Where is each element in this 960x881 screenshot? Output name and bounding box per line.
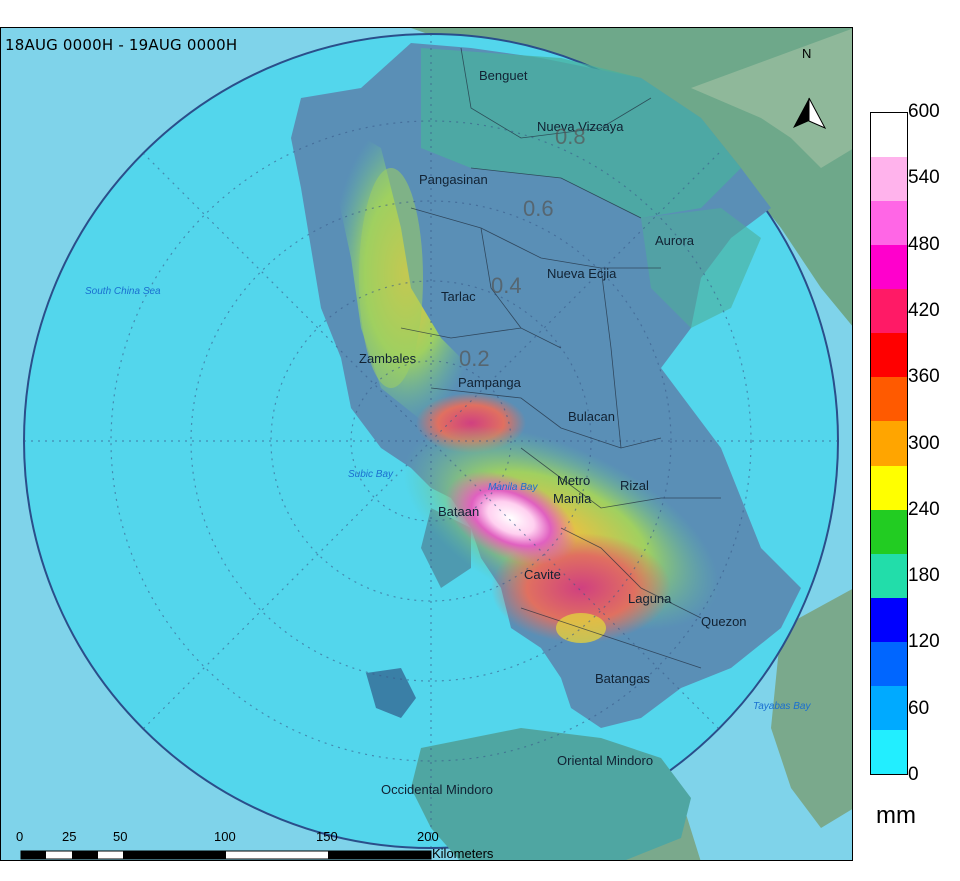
time-range-label: 18AUG 0000H - 19AUG 0000H [5, 36, 238, 54]
ring-label-0-2: 0.2 [459, 346, 490, 371]
legend-swatch [871, 377, 907, 422]
label-aurora: Aurora [655, 233, 695, 248]
legend-swatch [871, 245, 907, 290]
legend-swatch [871, 289, 907, 334]
label-oriental-mindoro: Oriental Mindoro [557, 753, 653, 768]
scale-label-50: 50 [113, 829, 128, 844]
label-benguet: Benguet [479, 68, 528, 83]
legend-tick: 60 [908, 697, 930, 719]
scale-label-200: 200 [417, 829, 439, 844]
legend-swatch [871, 685, 907, 731]
north-label: N [802, 46, 811, 61]
legend-swatch [871, 641, 907, 687]
legend-swatch [871, 553, 907, 599]
label-tarlac: Tarlac [441, 289, 476, 304]
scale-unit-label: Kilometers [432, 846, 494, 861]
label-pampanga: Pampanga [458, 375, 522, 390]
legend-swatch [871, 201, 907, 246]
legend-tick: 120 [908, 631, 940, 653]
ring-label-0-8: 0.8 [555, 124, 586, 149]
label-bataan: Bataan [438, 504, 479, 519]
lubang-island [366, 668, 416, 718]
aurora-region [641, 208, 761, 328]
land-southeast [771, 589, 852, 828]
rain-core-zambales [359, 168, 423, 388]
map-canvas: Benguet Nueva Vizcaya Pangasinan Aurora … [20, 28, 852, 860]
scale-bar [20, 850, 432, 860]
label-subic-bay: Subic Bay [348, 469, 394, 480]
label-nueva-ecija: Nueva Ecjia [547, 266, 617, 281]
legend-tick: 0 [908, 764, 919, 785]
legend-tick: 600 [908, 101, 940, 122]
legend-swatch [871, 113, 907, 158]
range-rings [24, 34, 838, 848]
label-batangas: Batangas [595, 671, 650, 686]
label-rizal: Rizal [620, 478, 649, 493]
legend-tick: 240 [908, 498, 940, 520]
label-manila: Manila [553, 491, 592, 506]
label-manila-bay: Manila Bay [488, 482, 538, 493]
legend-swatch [871, 729, 907, 775]
north-arrow [793, 97, 827, 130]
legend-swatch [871, 465, 907, 511]
legend-swatch [871, 509, 907, 555]
mindoro-island [411, 728, 691, 860]
scale-label-100: 100 [214, 829, 236, 844]
province-borders [400, 47, 721, 669]
legend-tick: 480 [908, 233, 940, 255]
ring-label-0-6: 0.6 [523, 196, 554, 221]
legend-unit: mm [876, 802, 916, 829]
label-bulacan: Bulacan [568, 409, 615, 424]
legend-swatch [871, 597, 907, 643]
scale-label-25: 25 [62, 829, 77, 844]
scale-label-150: 150 [316, 829, 338, 844]
ring-label-0-4: 0.4 [491, 273, 522, 298]
legend-tick: 300 [908, 432, 940, 454]
legend-tick: 420 [908, 299, 940, 321]
label-quezon: Quezon [701, 614, 747, 629]
label-tayabas-bay: Tayabas Bay [753, 701, 811, 712]
label-cavite: Cavite [524, 567, 561, 582]
land-northeast [691, 28, 852, 168]
legend-swatch [871, 157, 907, 202]
label-laguna: Laguna [628, 591, 672, 606]
label-south-china-sea: South China Sea [85, 286, 161, 297]
legend-tick: 360 [908, 366, 940, 388]
radar-map: Benguet Nueva Vizcaya Pangasinan Aurora … [0, 27, 853, 861]
legend-tick: 540 [908, 167, 940, 189]
label-nueva-vizcaya: Nueva Vizcaya [537, 119, 624, 134]
color-legend [870, 112, 908, 775]
north-highlands [421, 48, 741, 218]
label-zambales: Zambales [359, 351, 417, 366]
label-metro: Metro [557, 473, 590, 488]
legend-swatch [871, 333, 907, 378]
label-pangasinan: Pangasinan [419, 172, 488, 187]
legend-swatch [871, 421, 907, 467]
legend-tick: 180 [908, 565, 940, 587]
label-occidental-mindoro: Occidental Mindoro [381, 782, 493, 797]
rain-core-manila-bay [445, 471, 577, 565]
scale-label-0: 0 [16, 829, 24, 844]
